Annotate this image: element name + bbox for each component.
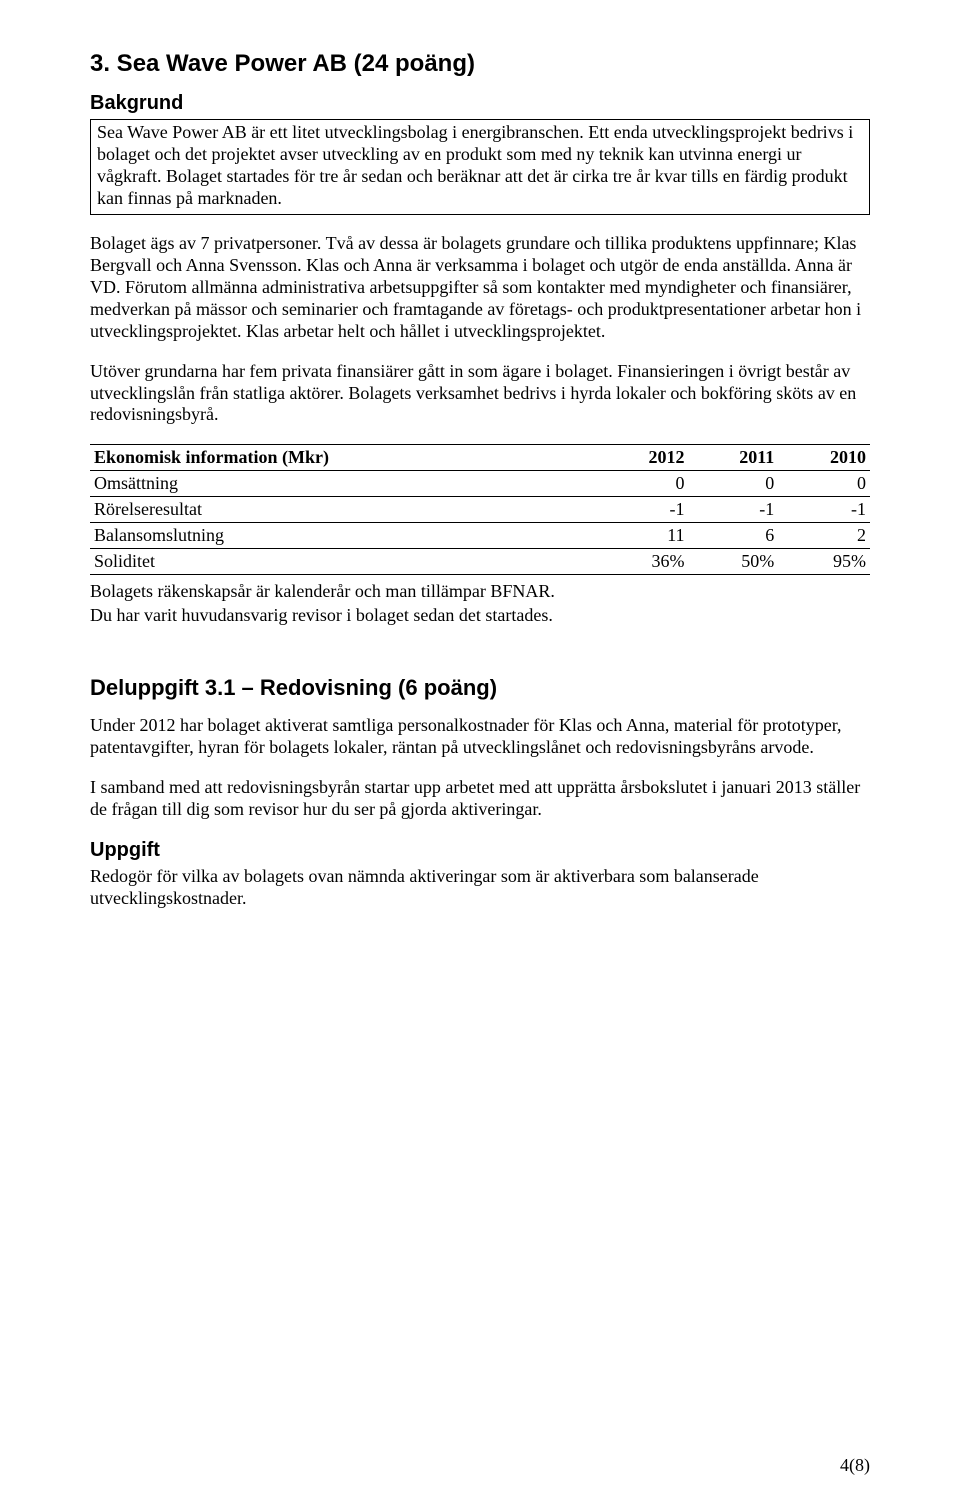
table-header-year-1: 2011	[689, 445, 779, 471]
table-row: Soliditet 36% 50% 95%	[90, 549, 870, 575]
table-cell: 0	[689, 471, 779, 497]
table-cell: 0	[778, 471, 870, 497]
table-cell-label: Balansomslutning	[90, 523, 597, 549]
subtask-title: Deluppgift 3.1 – Redovisning (6 poäng)	[90, 675, 870, 701]
after-table-line-1: Bolagets räkenskapsår är kalenderår och …	[90, 581, 870, 603]
table-cell: 36%	[597, 549, 689, 575]
background-heading: Bakgrund	[90, 92, 870, 115]
table-cell-label: Soliditet	[90, 549, 597, 575]
section-title: 3. Sea Wave Power AB (24 poäng)	[90, 50, 870, 78]
after-table-block: Bolagets räkenskapsår är kalenderår och …	[90, 581, 870, 627]
table-cell: 2	[778, 523, 870, 549]
table-header-label: Ekonomisk information (Mkr)	[90, 445, 597, 471]
paragraph-3: Utöver grundarna har fem privata finansi…	[90, 361, 870, 427]
table-cell: 95%	[778, 549, 870, 575]
table-row: Balansomslutning 11 6 2	[90, 523, 870, 549]
table-cell: 11	[597, 523, 689, 549]
subtask-paragraph-1: Under 2012 har bolaget aktiverat samtlig…	[90, 715, 870, 759]
economic-table: Ekonomisk information (Mkr) 2012 2011 20…	[90, 444, 870, 575]
table-cell: 6	[689, 523, 779, 549]
after-table-line-2: Du har varit huvudansvarig revisor i bol…	[90, 605, 870, 627]
table-cell: -1	[778, 497, 870, 523]
table-cell: -1	[689, 497, 779, 523]
background-box: Sea Wave Power AB är ett litet utvecklin…	[90, 119, 870, 215]
paragraph-2: Bolaget ägs av 7 privatpersoner. Två av …	[90, 233, 870, 343]
table-cell: 50%	[689, 549, 779, 575]
table-cell: 0	[597, 471, 689, 497]
table-cell-label: Rörelseresultat	[90, 497, 597, 523]
spacer	[90, 645, 870, 675]
uppgift-heading: Uppgift	[90, 839, 870, 862]
table-row: Omsättning 0 0 0	[90, 471, 870, 497]
page-container: 3. Sea Wave Power AB (24 poäng) Bakgrund…	[0, 0, 960, 1506]
table-row: Rörelseresultat -1 -1 -1	[90, 497, 870, 523]
table-header-year-0: 2012	[597, 445, 689, 471]
table-header-row: Ekonomisk information (Mkr) 2012 2011 20…	[90, 445, 870, 471]
subtask-paragraph-2: I samband med att redovisningsbyrån star…	[90, 777, 870, 821]
table-header-year-2: 2010	[778, 445, 870, 471]
uppgift-text: Redogör för vilka av bolagets ovan nämnd…	[90, 866, 870, 910]
page-number: 4(8)	[840, 1455, 870, 1476]
table-cell-label: Omsättning	[90, 471, 597, 497]
table-cell: -1	[597, 497, 689, 523]
background-paragraph-1: Sea Wave Power AB är ett litet utvecklin…	[97, 122, 863, 210]
